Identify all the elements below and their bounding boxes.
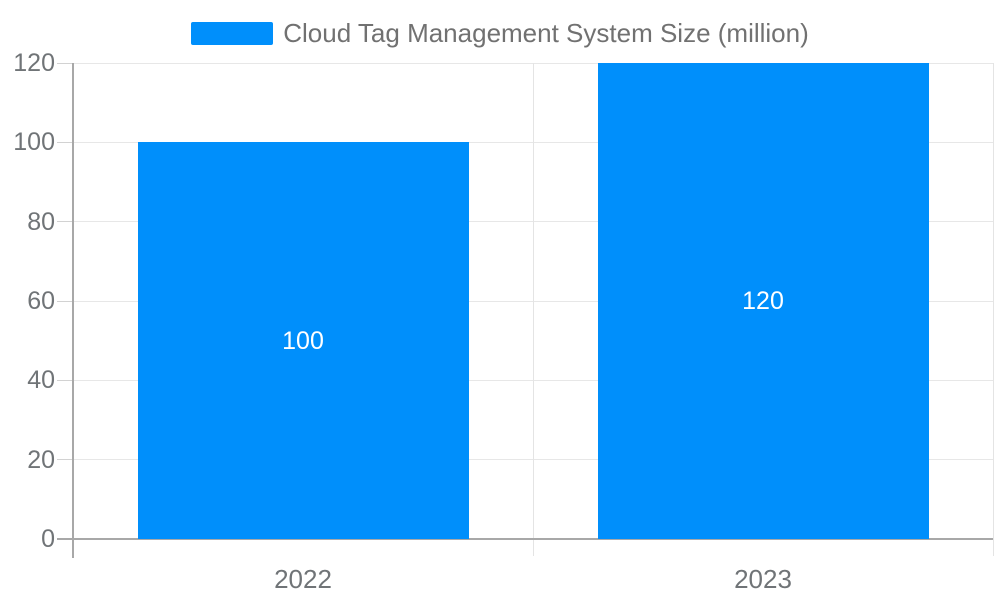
x-axis-label: 2023 <box>734 564 792 594</box>
y-axis-tick-label: 100 <box>13 128 55 157</box>
category-boundary-gridline <box>532 63 534 556</box>
y-axis-tick-label: 20 <box>27 445 55 474</box>
bar-value-label: 100 <box>282 326 324 355</box>
y-axis-tick-label: 0 <box>41 525 55 553</box>
y-axis-line <box>72 63 74 558</box>
x-axis-label: 2022 <box>274 564 332 594</box>
x-axis-line <box>57 538 993 540</box>
legend-label: Cloud Tag Management System Size (millio… <box>283 18 809 48</box>
y-axis-tick-label: 120 <box>13 49 55 77</box>
legend-item[interactable]: Cloud Tag Management System Size (millio… <box>0 18 1000 49</box>
y-axis-tick <box>57 221 73 223</box>
y-axis-tick <box>57 141 73 143</box>
y-axis-tick-label: 60 <box>27 287 55 315</box>
y-axis-tick <box>57 459 73 461</box>
y-axis-tick-label: 40 <box>27 366 55 395</box>
bar-value-label: 120 <box>742 287 784 315</box>
y-axis-tick <box>57 62 73 64</box>
y-axis-tick-label: 80 <box>27 207 55 236</box>
category-boundary-gridline <box>992 63 994 556</box>
bar-2023[interactable] <box>597 63 929 539</box>
bar-2022[interactable] <box>137 142 469 539</box>
legend-marker-icon <box>191 22 274 45</box>
y-axis-tick <box>57 300 73 302</box>
y-axis-tick <box>57 379 73 381</box>
